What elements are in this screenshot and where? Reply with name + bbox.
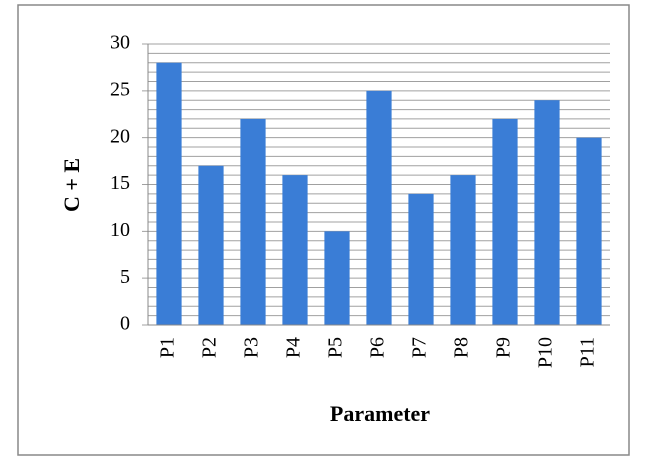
y-tick-label: 15 — [110, 172, 130, 194]
chart-border — [17, 4, 630, 456]
x-tick-label: P11 — [577, 337, 599, 367]
bar — [534, 100, 560, 325]
bar — [198, 165, 224, 325]
bar — [450, 175, 476, 325]
x-tick-label: P10 — [535, 337, 557, 368]
x-tick-label: P4 — [283, 337, 305, 358]
x-tick-label: P1 — [157, 337, 179, 358]
bar — [492, 118, 518, 325]
bar — [282, 175, 308, 325]
y-tick-label: 10 — [110, 219, 130, 241]
x-tick-label: P7 — [409, 337, 431, 358]
x-tick-label: P9 — [493, 337, 515, 358]
x-tick-label: P8 — [451, 337, 473, 358]
y-tick-label: 0 — [120, 313, 130, 335]
y-tick-label: 5 — [120, 266, 130, 288]
x-tick-label: P5 — [325, 337, 347, 358]
bar — [156, 62, 182, 325]
x-tick-label: P3 — [241, 337, 263, 358]
y-tick-label: 25 — [110, 78, 130, 100]
bar — [576, 137, 602, 325]
x-axis-label: Parameter — [330, 401, 430, 426]
x-tick-label: P2 — [199, 337, 221, 358]
bar — [240, 118, 266, 325]
bar — [408, 193, 434, 325]
y-tick-label: 30 — [110, 32, 130, 54]
y-tick-label: 20 — [110, 125, 130, 147]
y-axis-label: C + E — [59, 158, 84, 212]
bar — [366, 90, 392, 325]
x-tick-label: P6 — [367, 337, 389, 358]
bar — [324, 231, 350, 325]
